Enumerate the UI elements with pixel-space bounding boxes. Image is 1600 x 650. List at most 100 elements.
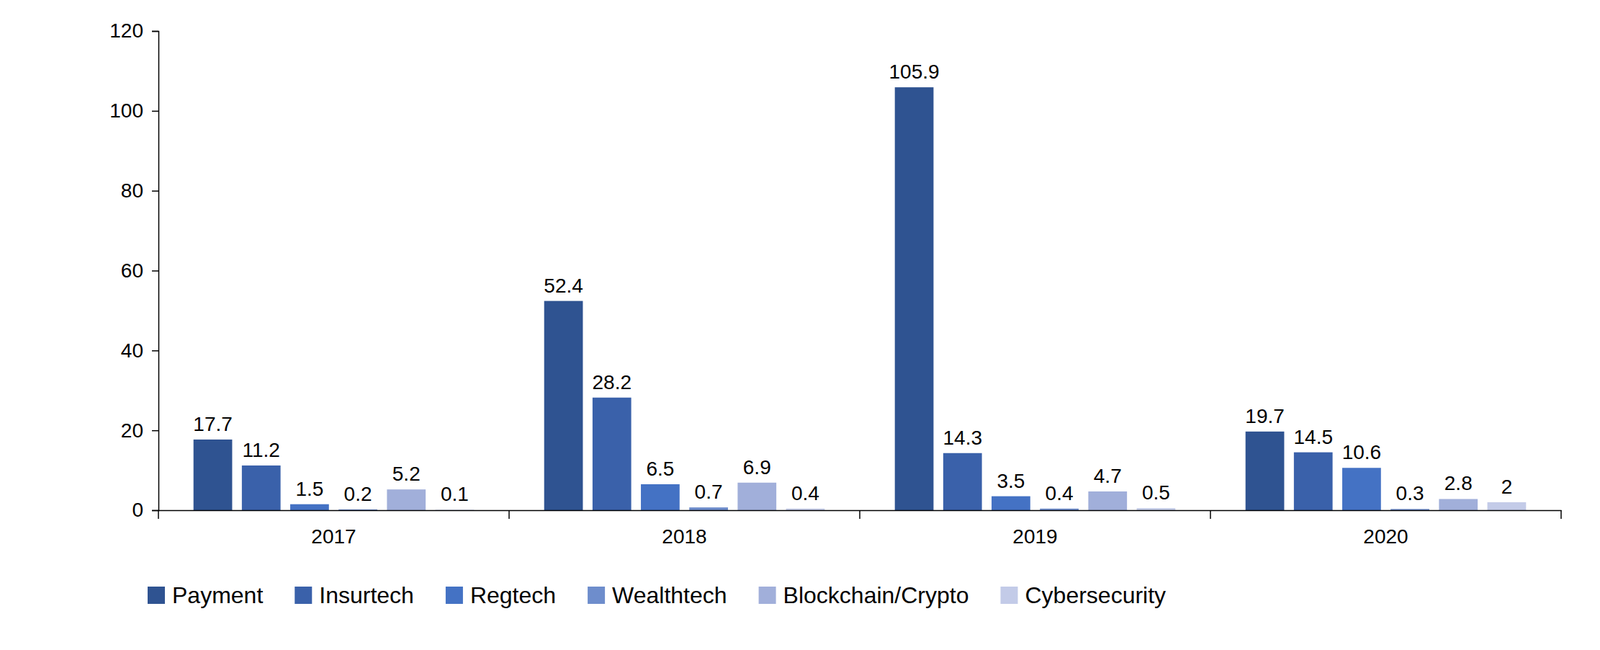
x-tick-label: 2017 [311,524,356,548]
y-tick-label: 40 [120,339,144,362]
x-tick-label: 2018 [661,524,707,548]
data-labels: 17.7 52.4 105.9 19.7 11.2 28.2 14.3 14.5 1.5 6.5 3… [192,60,1513,505]
category-divider [859,509,861,519]
legend-item: Cybersecurity [1000,581,1166,608]
y-tick-mark [151,190,159,192]
data-label: 14.3 [942,426,983,449]
data-label: 14.5 [1293,425,1333,448]
data-label: 0.4 [791,481,820,505]
category-dividers [158,509,1562,519]
x-tick: 2017 [311,524,356,548]
legend: Payment Insurtech Regtech Wealthtech Blockch… [147,581,1166,608]
category-divider [1560,509,1562,519]
data-label: 11.2 [242,438,281,461]
bar [943,452,983,510]
legend-item: Payment [147,581,263,608]
bar [1342,467,1382,510]
bar [1039,508,1079,510]
data-label: 28.2 [591,370,632,394]
y-tick-label: 80 [120,179,144,202]
legend-item: Regtech [445,581,556,608]
data-label: 17.7 [192,412,233,435]
y-tick: 120 [109,19,159,42]
data-label: 2 [1501,475,1513,498]
bar [1245,431,1285,510]
y-tick-mark [151,509,159,512]
y-tick: 80 [120,179,159,202]
y-tick-mark [151,349,159,352]
y-tick-mark [151,270,159,272]
x-tick: 2020 [1363,524,1408,548]
bar [1487,501,1527,510]
y-tick: 40 [120,339,159,362]
chart: 17.7 52.4 105.9 19.7 11.2 28.2 14.3 14.5 1.5 6.5 3… [0,0,1600,650]
y-axis: 0 20 40 60 80 100 120 [109,19,159,521]
legend-label: Cybersecurity [1024,581,1166,608]
data-label: 105.9 [889,60,940,83]
data-label: 5.2 [392,462,421,485]
legend-swatch [445,586,464,604]
bars [193,87,1527,510]
data-label: 0.1 [440,482,469,505]
data-label: 0.4 [1045,481,1074,505]
data-label: 0.2 [344,482,373,505]
bar [689,506,728,510]
data-label: 2.8 [1444,471,1473,494]
y-tick-label: 0 [131,498,144,521]
legend-item: Insurtech [294,581,415,608]
legend-swatch [1000,586,1018,604]
bar [290,504,330,510]
data-label: 19.7 [1245,404,1285,428]
bar [592,397,632,510]
category-divider [1209,509,1212,519]
bar [241,465,281,510]
y-tick-label: 100 [109,99,144,122]
bar [193,439,233,510]
data-label: 1.5 [295,477,324,500]
bar [895,87,934,510]
legend-label: Payment [172,581,263,608]
y-tick: 20 [120,419,159,442]
legend-item: Wealthtech [587,581,728,608]
y-tick-mark [151,110,159,113]
bar [1136,507,1176,510]
data-label: 0.5 [1142,481,1171,504]
legend-label: Wealthtech [612,581,728,608]
x-axis: 2017 2018 2019 2020 [159,510,1562,548]
category-divider [508,509,510,519]
bar [786,508,826,510]
data-label: 10.6 [1342,440,1382,464]
bar [991,496,1031,510]
y-tick-label: 120 [109,19,144,42]
data-label: 52.4 [543,274,584,297]
legend-label: Blockchain/Crypto [783,581,970,608]
bar [386,488,426,510]
x-tick: 2018 [661,524,707,548]
bar [737,482,777,510]
bar [1088,491,1127,510]
bar [544,300,584,510]
category-divider [157,509,160,519]
data-label: 6.5 [645,457,674,480]
y-tick-label: 60 [120,259,144,282]
y-tick: 100 [109,99,159,122]
y-tick-mark [151,429,159,432]
x-tick-label: 2019 [1012,524,1058,548]
bar [1293,452,1333,510]
data-label: 3.5 [996,469,1025,492]
data-label: 0.3 [1396,481,1425,505]
y-tick-label: 20 [120,419,144,442]
y-tick: 0 [131,498,159,521]
legend-swatch [758,586,777,604]
legend-swatch [587,586,605,604]
y-axis-line [151,31,160,511]
legend-item: Blockchain/Crypto [758,581,970,608]
legend-swatch [294,586,312,604]
x-tick: 2019 [1012,524,1058,548]
legend-label: Insurtech [318,581,415,608]
bar [1438,498,1478,510]
data-label: 0.7 [694,480,723,503]
data-label: 4.7 [1093,464,1122,487]
bar [640,483,680,510]
y-tick-mark [151,30,159,33]
